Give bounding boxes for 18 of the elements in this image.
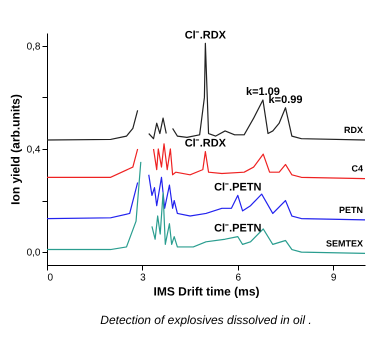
text: Detection of explosives dissolved in oil . [100,313,312,327]
series-label: PETN [338,204,363,215]
series-label: SEMTEX [326,238,363,248]
x-tick-label: 3 [140,272,146,284]
x-axis-title: IMS Drift time (ms) [153,284,260,298]
annotation: Cl⁻.PETN [214,222,262,235]
series-label: C4 [351,164,363,174]
series-label: RDX [344,124,363,135]
y-tick-label: 0,4 [26,144,41,156]
x-tick-label: 0 [48,272,54,284]
annotation: Cl⁻.PETN [214,181,262,194]
annotation: Cl⁻.RDX [184,138,227,150]
y-tick-label: 0,8 [26,41,41,52]
x-tick-label: 9 [330,272,337,284]
annotation: Cl⁻.RDX [184,29,227,42]
y-tick-label: 0,0 [26,248,41,259]
y-axis-title: Ion yield (arb.units) [8,94,23,205]
x-tick-label: 6 [236,272,242,284]
